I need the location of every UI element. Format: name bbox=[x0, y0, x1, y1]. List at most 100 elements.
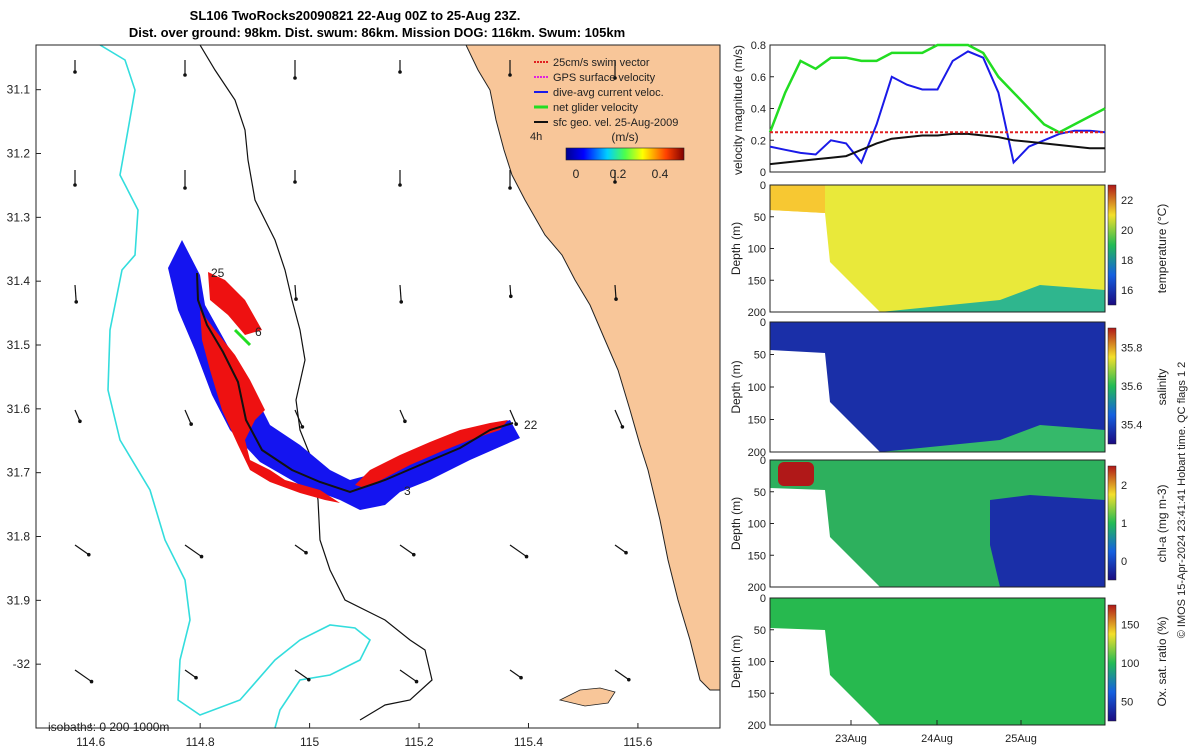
geo-velocity-arrowhead bbox=[508, 73, 512, 77]
geo-velocity-arrowhead bbox=[414, 679, 419, 684]
velocity-y-tick-label: 0 bbox=[760, 167, 766, 179]
depth-tick-label: 100 bbox=[748, 244, 766, 256]
geo-velocity-arrow bbox=[74, 284, 77, 302]
geo-velocity-arrowhead bbox=[398, 183, 402, 187]
geo-velocity-arrowhead bbox=[306, 677, 311, 682]
island bbox=[558, 687, 616, 707]
legend-item: sfc geo. vel. 25-Aug-2009 bbox=[534, 117, 678, 129]
geo-velocity-arrowhead bbox=[508, 186, 512, 190]
geo-velocity-vectors bbox=[73, 60, 631, 684]
salinity-colorbar bbox=[1107, 327, 1117, 445]
geo-velocity-arrow bbox=[614, 544, 627, 554]
colorbar-tick-label: 22 bbox=[1121, 195, 1133, 207]
legend-label: sfc geo. vel. 25-Aug-2009 bbox=[553, 117, 678, 129]
geo-velocity-arrow bbox=[74, 669, 92, 683]
chla-colorbar bbox=[1107, 465, 1117, 581]
depth-ylabel: Depth (m) bbox=[729, 222, 743, 275]
velocity-series-line bbox=[769, 132, 1105, 166]
geo-velocity-arrow bbox=[509, 669, 522, 679]
geo-velocity-arrowhead bbox=[74, 300, 79, 304]
geo-velocity-arrowhead bbox=[199, 554, 204, 559]
map-legend: 25cm/s swim vector GPS surface velocity … bbox=[530, 57, 678, 143]
geo-velocity-arrow bbox=[294, 669, 310, 681]
map-y-tick-label: 31.6 bbox=[7, 402, 31, 416]
geo-velocity-arrowhead bbox=[300, 425, 305, 429]
geo-velocity-arrowhead bbox=[509, 294, 513, 299]
geo-velocity-arrowhead bbox=[73, 70, 77, 74]
velocity-series bbox=[768, 43, 1106, 166]
geo-velocity-arrow bbox=[399, 409, 406, 422]
geo-velocity-arrow bbox=[184, 669, 197, 679]
geo-velocity-arrowhead bbox=[613, 76, 617, 80]
velocity-series-line bbox=[768, 43, 1106, 134]
oxygen-panel bbox=[769, 597, 1117, 726]
depth-tick-label: 50 bbox=[754, 212, 766, 224]
dive-avg-current-band bbox=[168, 240, 520, 510]
geo-velocity-arrowhead bbox=[514, 422, 518, 426]
geo-velocity-arrow bbox=[294, 409, 303, 428]
isobaths-label: isobaths: 0 200 1000m bbox=[48, 720, 169, 734]
isobath-1000 bbox=[99, 45, 372, 728]
map-colorbar: (m/s) 0 0.2 0.4 bbox=[565, 130, 685, 181]
geo-velocity-arrowhead bbox=[86, 552, 91, 557]
geo-velocity-arrowhead bbox=[613, 180, 617, 184]
depth-tick-label: 50 bbox=[754, 625, 766, 637]
geo-velocity-arrowhead bbox=[89, 679, 94, 684]
geo-velocity-arrow bbox=[509, 284, 512, 297]
geo-velocity-arrow bbox=[509, 409, 517, 425]
geo-velocity-arrow bbox=[614, 669, 630, 681]
salinity-field bbox=[770, 322, 1105, 452]
map-x-tick-label: 114.8 bbox=[186, 735, 215, 749]
depth-tick-label: 200 bbox=[748, 447, 766, 459]
velocity-ylabel: velocity magnitude (m/s) bbox=[731, 45, 745, 175]
geo-velocity-arrowhead bbox=[411, 552, 416, 557]
geo-velocity-arrowhead bbox=[624, 550, 628, 555]
salinity-panel bbox=[769, 321, 1117, 453]
map-axes: 114.6 114.8 115 115.2 115.4 115.6 31.1 31.2 31.3… bbox=[7, 83, 653, 749]
colorbar-tick-label: 35.4 bbox=[1121, 420, 1142, 432]
geo-velocity-arrow bbox=[509, 544, 527, 558]
colorbar-tick-label: 0 bbox=[1121, 556, 1127, 568]
depth-tick-label: 0 bbox=[760, 593, 766, 605]
geo-velocity-arrow bbox=[184, 544, 202, 558]
depth-tick-label: 200 bbox=[748, 720, 766, 732]
depth-tick-label: 150 bbox=[748, 275, 766, 287]
geo-velocity-arrowhead bbox=[293, 76, 297, 80]
map-y-tick-label: 31.9 bbox=[7, 593, 31, 607]
velocity-y-axis: 0 0.2 0.4 0.6 0.8 bbox=[751, 40, 774, 179]
swim-vectors-west bbox=[200, 310, 340, 503]
geo-velocity-arrowhead bbox=[294, 297, 298, 301]
temperature-colorbar bbox=[1107, 184, 1117, 306]
geo-velocity-arrow bbox=[399, 669, 417, 683]
colorbar-tick-label: 1 bbox=[1121, 518, 1127, 530]
geo-velocity-arrowhead bbox=[194, 675, 198, 680]
depth-tick-label: 100 bbox=[748, 657, 766, 669]
time-series-panels: 0 0.2 0.4 0.6 0.8 velocity magnitude (m/s) bbox=[729, 40, 1188, 745]
depth-ylabel: Depth (m) bbox=[729, 360, 743, 413]
map-y-tick-label: 31.3 bbox=[7, 210, 31, 224]
velocity-frame bbox=[769, 44, 1106, 173]
date-tick-label: 24Aug bbox=[921, 733, 953, 745]
copyright-note: © IMOS 15-Apr-2024 23:41:41 Hobart time.… bbox=[1176, 362, 1188, 639]
geo-velocity-arrowhead bbox=[183, 73, 187, 77]
geo-velocity-arrowhead bbox=[398, 70, 402, 74]
map-x-tick-label: 114.6 bbox=[76, 735, 105, 749]
depth-tick-label: 0 bbox=[760, 180, 766, 192]
colorbar-tick: 0.4 bbox=[652, 167, 669, 181]
isobath-200 bbox=[199, 45, 433, 721]
coastline bbox=[465, 45, 720, 691]
date-tick-label: 25Aug bbox=[1005, 733, 1037, 745]
map-x-tick-label: 115 bbox=[300, 735, 319, 749]
velocity-panel: 0 0.2 0.4 0.6 0.8 velocity magnitude (m/s) bbox=[731, 40, 1106, 179]
map-y-tick-label: 31.2 bbox=[7, 147, 31, 161]
legend-item: net glider velocity bbox=[534, 102, 638, 114]
geo-velocity-arrowhead bbox=[626, 677, 631, 682]
salinity-high-patch bbox=[880, 425, 1105, 452]
colorbar-tick: 0.2 bbox=[610, 167, 627, 181]
geo-velocity-arrow bbox=[399, 284, 402, 302]
velocity-y-tick-label: 0.8 bbox=[751, 40, 766, 52]
chla-low-patch bbox=[990, 495, 1105, 587]
map-x-tick-label: 115.6 bbox=[623, 735, 652, 749]
date-tick-label: 23Aug bbox=[835, 733, 867, 745]
